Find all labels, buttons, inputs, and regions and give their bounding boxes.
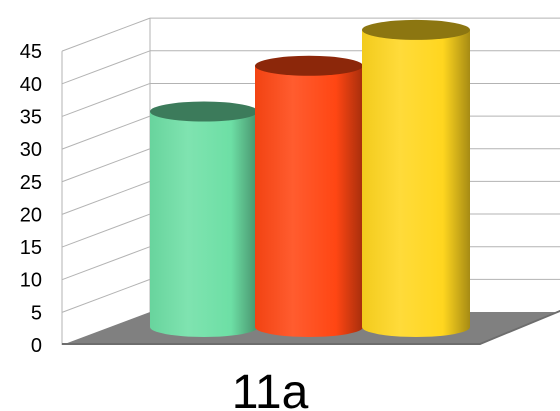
gridline-side	[61, 180, 151, 215]
bar-body	[150, 111, 258, 337]
bar-series-2	[255, 55, 363, 338]
bar-body	[362, 29, 470, 337]
gridline-side	[61, 278, 151, 313]
gridline-side	[61, 148, 151, 183]
bar-top	[362, 19, 470, 40]
gridline-side	[61, 115, 151, 150]
y-tick-label: 35	[20, 106, 42, 128]
y-tick-label: 25	[20, 172, 42, 194]
gridline-side	[61, 50, 151, 85]
y-tick-label: 45	[20, 41, 42, 63]
gridline-side	[61, 82, 151, 117]
y-tick-label: 15	[20, 237, 42, 259]
y-tick-label: 30	[20, 139, 42, 161]
bar-top	[255, 55, 363, 76]
y-axis: 0 5 10 15 20 25 30 35 40 45	[20, 41, 42, 357]
y-tick-label: 5	[31, 302, 42, 324]
y-tick-label: 40	[20, 74, 42, 96]
x-category-label: 11a	[232, 366, 309, 411]
gridline-side	[61, 246, 151, 281]
y-tick-label: 0	[31, 335, 42, 357]
bar-body	[255, 65, 363, 338]
y-tick-label: 10	[20, 270, 42, 292]
bar-series-1	[150, 101, 258, 337]
bar-top	[150, 101, 258, 122]
gridline-side	[61, 213, 151, 248]
bars	[150, 19, 470, 338]
bar-series-3	[362, 19, 470, 337]
y-tick-label: 20	[20, 204, 42, 226]
gridline-side	[61, 17, 151, 52]
